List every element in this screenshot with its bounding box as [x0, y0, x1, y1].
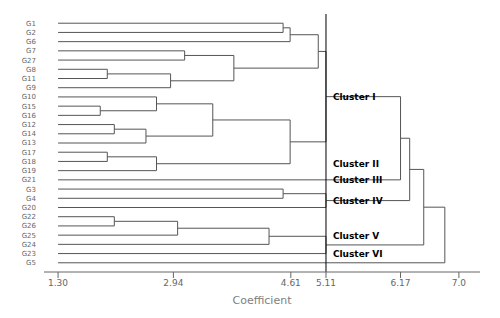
svg-text:G13: G13	[22, 139, 36, 147]
svg-text:Cluster I: Cluster I	[333, 92, 376, 102]
svg-text:G20: G20	[22, 204, 36, 212]
svg-text:7.0: 7.0	[452, 278, 467, 288]
svg-text:G24: G24	[22, 241, 37, 249]
svg-text:G19: G19	[22, 167, 36, 175]
svg-text:G18: G18	[22, 158, 36, 166]
svg-text:G6: G6	[26, 38, 36, 46]
svg-text:G15: G15	[22, 103, 36, 111]
svg-text:1.30: 1.30	[48, 278, 68, 288]
svg-text:G5: G5	[26, 259, 36, 267]
svg-text:G26: G26	[22, 222, 37, 230]
svg-text:G12: G12	[22, 121, 36, 129]
svg-text:5.11: 5.11	[316, 278, 336, 288]
svg-text:G7: G7	[26, 47, 36, 55]
svg-text:G22: G22	[22, 213, 36, 221]
svg-text:Cluster II: Cluster II	[333, 159, 379, 169]
svg-text:G9: G9	[26, 84, 36, 92]
svg-text:G21: G21	[22, 176, 36, 184]
svg-text:Cluster V: Cluster V	[333, 231, 379, 241]
svg-text:G2: G2	[26, 29, 36, 37]
svg-text:G27: G27	[22, 57, 36, 65]
svg-text:Cluster III: Cluster III	[333, 175, 382, 185]
svg-text:G4: G4	[26, 195, 36, 203]
svg-text:Cluster VI: Cluster VI	[333, 249, 383, 259]
svg-text:Cluster IV: Cluster IV	[333, 196, 383, 206]
svg-text:G10: G10	[22, 93, 36, 101]
svg-text:2.94: 2.94	[163, 278, 183, 288]
svg-text:G23: G23	[22, 250, 36, 258]
svg-text:Coefficient: Coefficient	[233, 294, 293, 307]
svg-text:G11: G11	[22, 75, 36, 83]
svg-text:G17: G17	[22, 149, 36, 157]
svg-text:G14: G14	[22, 130, 37, 138]
svg-text:6.17: 6.17	[391, 278, 411, 288]
svg-text:G25: G25	[22, 232, 36, 240]
svg-text:G1: G1	[26, 20, 36, 28]
svg-text:4.61: 4.61	[281, 278, 301, 288]
svg-text:G16: G16	[22, 112, 37, 120]
svg-text:G8: G8	[26, 66, 36, 74]
svg-text:G3: G3	[26, 186, 36, 194]
